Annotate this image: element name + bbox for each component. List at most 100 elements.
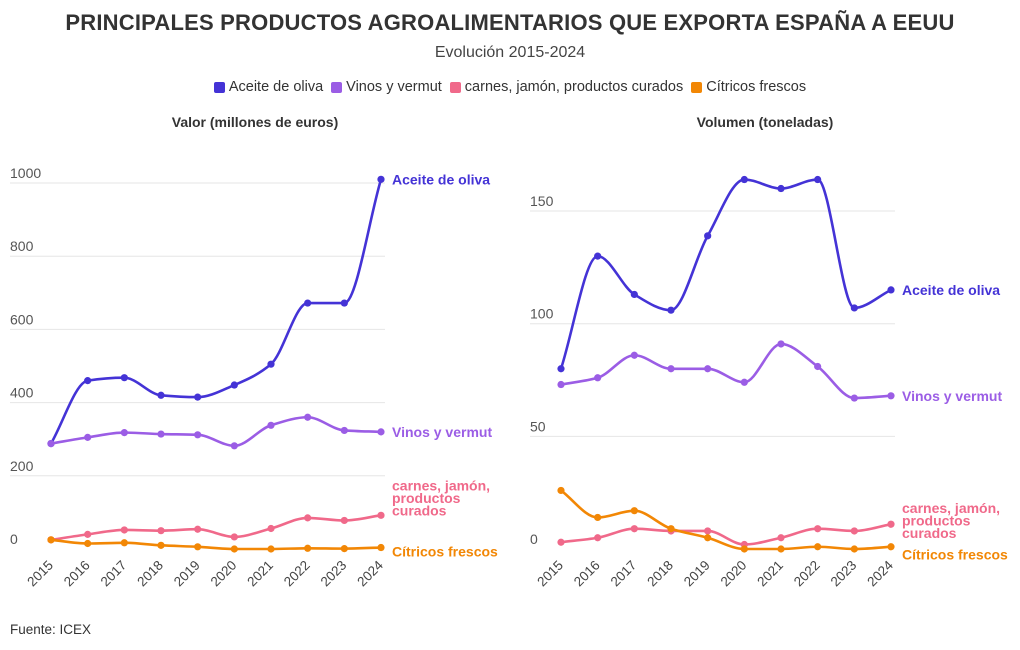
data-point-aceite-2016[interactable] <box>84 377 92 385</box>
data-point-carnes-2019[interactable] <box>704 527 712 535</box>
data-point-vinos-2015[interactable] <box>557 380 565 389</box>
data-point-vinos-2016[interactable] <box>84 433 92 441</box>
data-point-vinos-2019[interactable] <box>704 365 712 373</box>
data-point-carnes-2016[interactable] <box>594 534 602 542</box>
series-line-citricos[interactable] <box>49 538 383 551</box>
data-point-citricos-2017[interactable] <box>630 507 638 515</box>
data-point-vinos-2016[interactable] <box>594 374 602 382</box>
data-point-carnes-2016[interactable] <box>84 530 92 538</box>
data-point-citricos-2015[interactable] <box>557 486 565 495</box>
data-point-aceite-2024[interactable] <box>887 286 895 294</box>
data-point-aceite-2018[interactable] <box>157 391 165 399</box>
series-line-vinos[interactable] <box>49 415 383 448</box>
data-point-carnes-2023[interactable] <box>340 516 348 525</box>
data-point-vinos-2022[interactable] <box>814 362 822 371</box>
series-line-aceite[interactable] <box>49 178 383 445</box>
data-point-aceite-2015[interactable] <box>557 365 565 373</box>
data-point-vinos-2020[interactable] <box>230 442 238 450</box>
data-point-carnes-2015[interactable] <box>557 538 565 546</box>
x-tick-label: 2019 <box>171 558 203 590</box>
data-point-aceite-2021[interactable] <box>267 360 275 368</box>
data-point-carnes-2022[interactable] <box>814 525 822 533</box>
data-point-vinos-2018[interactable] <box>667 365 675 373</box>
data-point-citricos-2018[interactable] <box>157 541 165 549</box>
data-point-carnes-2019[interactable] <box>194 525 202 533</box>
data-point-vinos-2023[interactable] <box>850 394 858 402</box>
data-point-carnes-2017[interactable] <box>120 526 128 534</box>
data-point-citricos-2023[interactable] <box>340 545 348 553</box>
data-point-vinos-2021[interactable] <box>777 340 785 348</box>
end-label-carnes: curados <box>392 502 447 518</box>
data-point-citricos-2016[interactable] <box>84 539 92 548</box>
data-point-aceite-2017[interactable] <box>120 374 128 382</box>
data-point-carnes-2022[interactable] <box>304 514 312 522</box>
chart-subtitle: Evolución 2015-2024 <box>434 44 586 61</box>
data-point-aceite-2019[interactable] <box>704 232 712 240</box>
data-point-citricos-2024[interactable] <box>887 543 895 551</box>
data-point-aceite-2023[interactable] <box>850 304 858 312</box>
data-point-vinos-2021[interactable] <box>267 421 275 429</box>
series-line-vinos[interactable] <box>559 342 893 400</box>
data-point-aceite-2024[interactable] <box>377 175 385 183</box>
data-point-vinos-2023[interactable] <box>340 426 348 435</box>
y-tick-label: 600 <box>10 311 34 327</box>
data-point-citricos-2017[interactable] <box>120 539 128 547</box>
data-point-carnes-2017[interactable] <box>630 525 638 533</box>
data-point-aceite-2023[interactable] <box>340 299 348 307</box>
data-point-carnes-2024[interactable] <box>377 511 385 519</box>
data-point-citricos-2021[interactable] <box>777 545 785 553</box>
data-point-carnes-2021[interactable] <box>777 534 785 542</box>
data-point-citricos-2024[interactable] <box>377 543 385 552</box>
series-line-carnes[interactable] <box>559 522 893 546</box>
series-line-carnes[interactable] <box>49 514 383 542</box>
data-point-aceite-2021[interactable] <box>777 184 785 193</box>
x-tick-label: 2022 <box>791 558 823 590</box>
data-point-citricos-2019[interactable] <box>194 543 202 551</box>
data-point-aceite-2019[interactable] <box>194 393 202 401</box>
legend-item-aceite[interactable]: Aceite de oliva <box>213 79 323 95</box>
data-point-citricos-2018[interactable] <box>667 525 675 533</box>
data-point-citricos-2022[interactable] <box>304 544 312 552</box>
data-point-aceite-2022[interactable] <box>814 175 822 184</box>
panel-title-1: Valor (millones de euros) <box>172 114 339 130</box>
data-point-carnes-2018[interactable] <box>157 527 165 535</box>
data-point-aceite-2018[interactable] <box>667 306 675 314</box>
data-point-aceite-2022[interactable] <box>304 299 312 307</box>
data-point-carnes-2023[interactable] <box>850 527 858 535</box>
legend-item-vinos[interactable]: Vinos y vermut <box>331 79 442 95</box>
data-point-citricos-2022[interactable] <box>814 543 822 551</box>
series-line-citricos[interactable] <box>559 489 893 551</box>
x-tick-label: 2016 <box>571 558 603 590</box>
data-point-vinos-2018[interactable] <box>157 430 165 438</box>
legend-item-citricos[interactable]: Cítricos frescos <box>691 79 806 95</box>
source-note: Fuente: ICEX <box>10 622 92 637</box>
data-point-aceite-2016[interactable] <box>594 252 602 260</box>
data-point-citricos-2016[interactable] <box>594 513 602 522</box>
data-point-vinos-2024[interactable] <box>377 428 385 436</box>
series-line-aceite[interactable] <box>559 178 893 371</box>
data-point-citricos-2023[interactable] <box>850 545 858 553</box>
data-point-citricos-2015[interactable] <box>47 536 55 544</box>
data-point-vinos-2022[interactable] <box>304 413 312 421</box>
data-point-vinos-2017[interactable] <box>120 429 128 437</box>
data-point-vinos-2019[interactable] <box>194 431 202 439</box>
data-point-vinos-2015[interactable] <box>47 439 55 448</box>
data-point-aceite-2020[interactable] <box>230 381 238 389</box>
data-point-carnes-2024[interactable] <box>887 520 895 528</box>
data-point-vinos-2020[interactable] <box>740 378 748 386</box>
chart-title: PRINCIPALES PRODUCTOS AGROALIMENTARIOS Q… <box>65 10 955 35</box>
data-point-carnes-2021[interactable] <box>267 524 275 533</box>
legend-item-carnes[interactable]: carnes, jamón, productos curados <box>449 79 683 95</box>
data-point-citricos-2019[interactable] <box>704 534 712 542</box>
chart-panel-1: Valor (millones de euros) 0 200 400 600 800 10… <box>10 114 498 589</box>
data-point-vinos-2024[interactable] <box>887 392 895 400</box>
data-point-vinos-2017[interactable] <box>630 351 638 359</box>
data-point-citricos-2021[interactable] <box>267 545 275 553</box>
data-point-aceite-2020[interactable] <box>740 175 748 184</box>
data-point-carnes-2020[interactable] <box>230 533 238 541</box>
end-label-vinos: Vinos y vermut <box>392 424 492 440</box>
data-point-aceite-2017[interactable] <box>630 290 638 299</box>
data-point-citricos-2020[interactable] <box>230 545 238 553</box>
chart-panel-2: Volumen (toneladas) 0 50 100 150 2015 2016 2017… <box>530 114 1008 589</box>
data-point-citricos-2020[interactable] <box>740 545 748 553</box>
